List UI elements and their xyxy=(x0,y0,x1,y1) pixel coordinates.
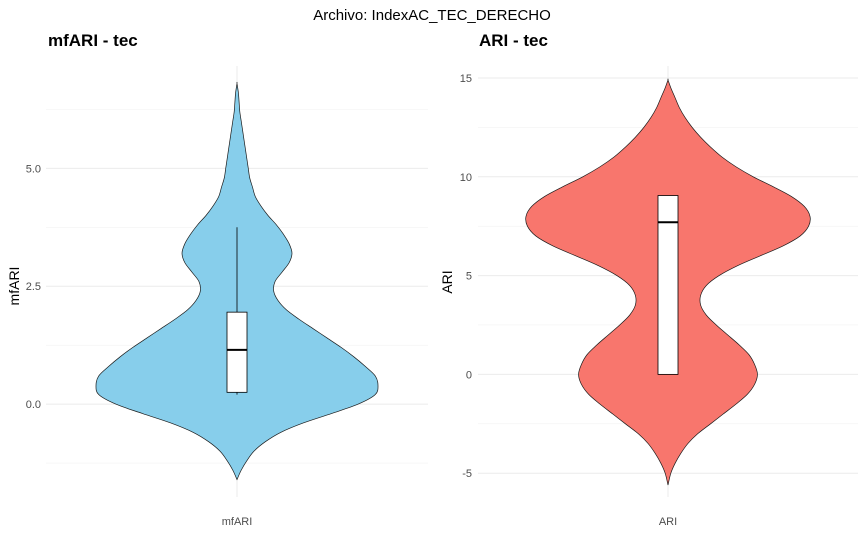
figure-suptitle: Archivo: IndexAC_TEC_DERECHO xyxy=(313,7,551,24)
panel-ari-y-tick-label: 0 xyxy=(466,369,472,381)
panel-ari-y-tick-label: -5 xyxy=(462,468,472,480)
panel-mfari-y-tick-label: 2.5 xyxy=(26,281,41,293)
panel-mfari-y-axis-label: mfARI xyxy=(6,267,22,306)
panel-mfari-y-ticks: 0.0 2.5 5.0 xyxy=(26,163,41,411)
panel-ari-y-tick-label: 15 xyxy=(460,73,472,85)
panel-ari-y-tick-label: 10 xyxy=(460,172,472,184)
panel-ari-x-tick-label: ARI xyxy=(659,516,677,528)
panel-mfari-y-tick-label: 5.0 xyxy=(26,163,41,175)
panel-mfari-y-tick-label: 0.0 xyxy=(26,399,41,411)
panel-mfari-title: mfARI - tec xyxy=(48,31,138,50)
panel-ari-y-axis-label: ARI xyxy=(439,270,455,293)
panel-mfari-x-tick-label: mfARI xyxy=(222,516,253,528)
panel-mfari-box xyxy=(226,311,248,393)
panel-mfari: mfARI - tec 0.0 2.5 5.0 mfARI mfARI xyxy=(6,31,428,528)
panel-mfari-plot xyxy=(95,81,379,481)
panel-ari-box xyxy=(657,195,679,375)
panel-ari-y-tick-label: 5 xyxy=(466,271,472,283)
panel-ari-plot xyxy=(525,78,811,486)
panel-ari-title: ARI - tec xyxy=(479,31,548,50)
panel-ari: ARI - tec -5 0 5 10 15 ARI ARI xyxy=(439,31,858,528)
panel-ari-y-ticks: -5 0 5 10 15 xyxy=(460,73,472,480)
